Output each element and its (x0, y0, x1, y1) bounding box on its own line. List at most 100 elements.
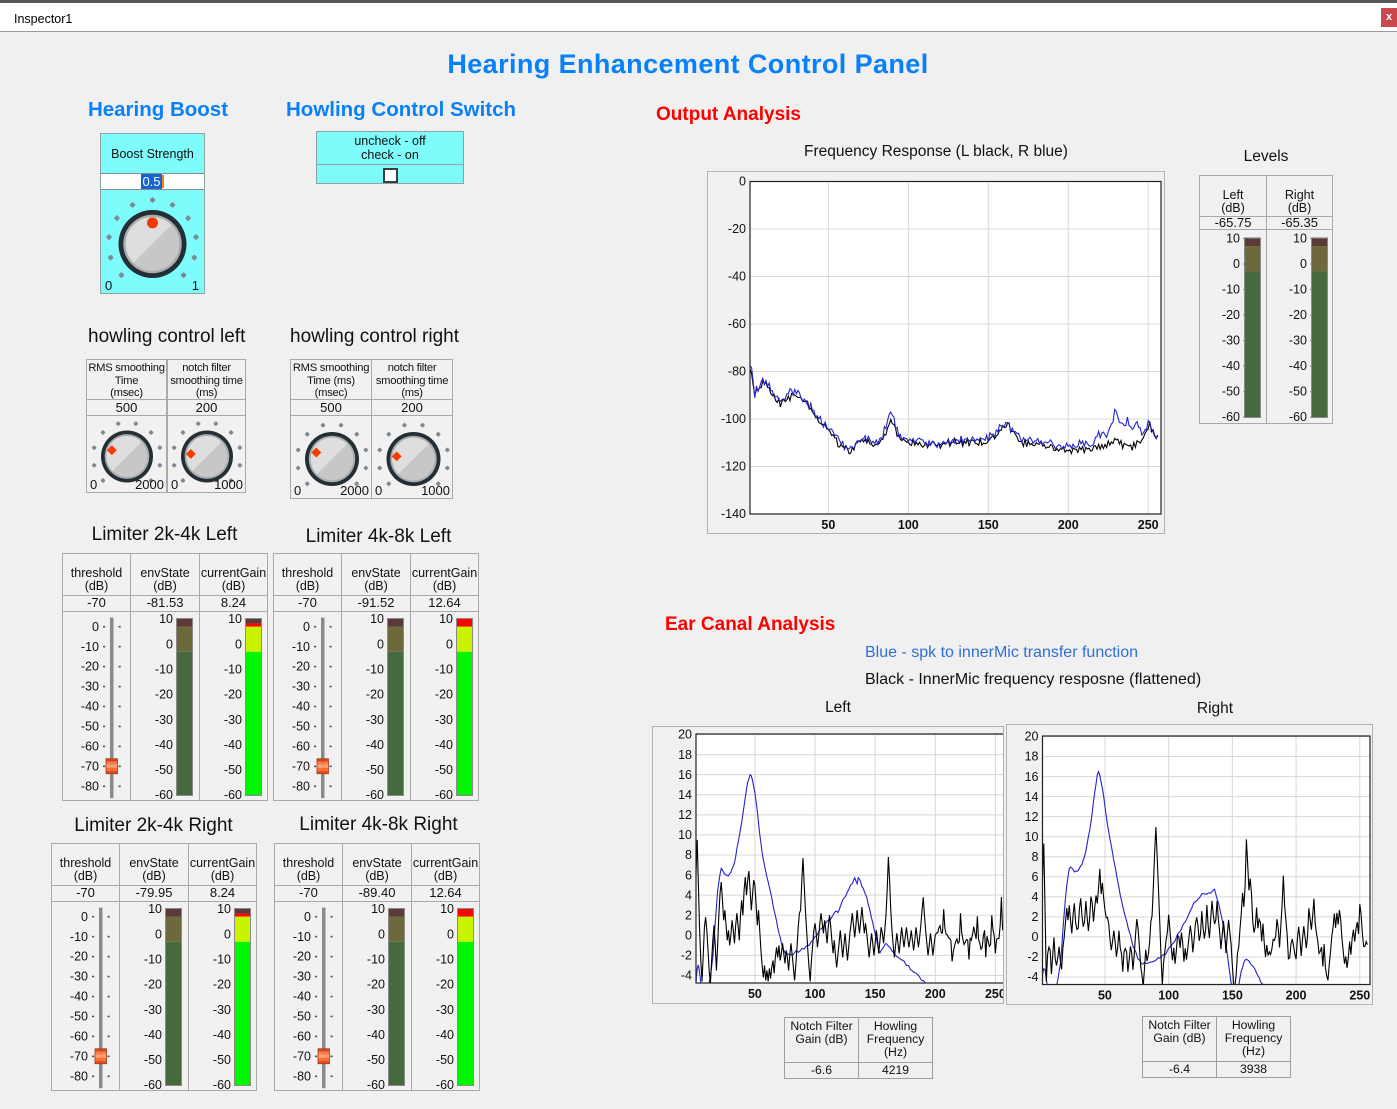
svg-text:-30: -30 (435, 713, 453, 727)
boost-strength-knob[interactable] (101, 190, 204, 293)
envstate-meter: 10 0 -10 -20 -30 -40 -50 -60 (367, 902, 405, 1091)
limiter-4k-8k-left-cluster: threshold (dB) -70 0 -10 -20 -30 -40 -50 -60 -70 -8… (273, 553, 479, 801)
svg-text:-20: -20 (293, 950, 311, 964)
knob-face[interactable] (291, 416, 371, 499)
knob-value[interactable]: 200 (168, 400, 245, 416)
svg-text:10: 10 (440, 902, 454, 916)
svg-text:150: 150 (1222, 989, 1243, 1003)
threshold-slider[interactable]: 0 -10 -20 -30 -40 -50 -60 -70 -80 (63, 612, 130, 801)
svg-text:250: 250 (1138, 518, 1159, 532)
svg-text:-20: -20 (224, 688, 242, 702)
svg-text:-70: -70 (70, 1049, 88, 1063)
svg-text:-30: -30 (224, 713, 242, 727)
svg-text:-60: -60 (81, 740, 99, 754)
svg-text:-30: -30 (81, 680, 99, 694)
svg-text:-50: -50 (293, 1010, 311, 1024)
svg-text:-60: -60 (224, 788, 242, 801)
knob-value[interactable]: 500 (87, 400, 166, 416)
svg-text:-10: -10 (81, 640, 99, 654)
svg-text:-50: -50 (366, 763, 384, 777)
threshold-slider-handle[interactable] (105, 758, 118, 775)
svg-text:-10: -10 (367, 952, 385, 966)
column-value: 8.24 (189, 886, 256, 902)
column-value: 8.24 (200, 596, 267, 612)
threshold-slider-handle[interactable] (317, 1048, 330, 1065)
notch-table: Notch Filter Gain (dB) Howling Frequency (Hz… (784, 1017, 933, 1079)
knob-face[interactable] (87, 416, 166, 493)
svg-text:-30: -30 (144, 1003, 162, 1017)
close-button[interactable]: x (1381, 8, 1397, 27)
svg-text:-20: -20 (155, 688, 173, 702)
knob-value[interactable]: 200 (372, 400, 452, 416)
column-value: 12.64 (411, 596, 478, 612)
svg-text:-50: -50 (436, 1053, 454, 1067)
svg-text:250: 250 (1349, 989, 1370, 1003)
knob-box-rms-smoothing: RMS smoothing Time (ms) (msec) 500 0 2000 (290, 359, 372, 499)
svg-text:-40: -40 (435, 738, 453, 752)
levels-heading: Levels (1243, 148, 1289, 165)
limiter-column-currentgain: currentGain (dB) 12.64 10 0 -10 -20 -30 -40 -50 -6… (411, 843, 480, 1091)
column-value[interactable]: -70 (275, 886, 342, 902)
svg-text:14: 14 (1025, 790, 1039, 804)
knob-max-label: 1000 (214, 477, 243, 492)
svg-text:-140: -140 (721, 507, 746, 521)
column-header: threshold (dB) (274, 554, 341, 596)
ear-canal-legend-black: Black - InnerMic frequency resposne (fla… (865, 671, 1202, 688)
howling-control-checkbox[interactable] (383, 168, 398, 183)
svg-text:-60: -60 (155, 788, 173, 801)
svg-text:150: 150 (978, 518, 999, 532)
notch-filter-table-right: Notch Filter Gain (dB) Howling Frequency (Hz… (1142, 1016, 1291, 1078)
knob-dial[interactable] (291, 416, 371, 499)
threshold-slider-handle[interactable] (316, 758, 329, 775)
column-header: threshold (dB) (63, 554, 130, 596)
threshold-slider-handle[interactable] (94, 1048, 107, 1065)
column-value[interactable]: -70 (274, 596, 341, 612)
knob-face[interactable] (372, 416, 452, 499)
svg-text:0: 0 (447, 927, 454, 941)
svg-text:-60: -60 (1289, 410, 1307, 424)
knob-face[interactable] (168, 416, 245, 493)
svg-text:-60: -60 (293, 1030, 311, 1044)
knob-dial[interactable] (87, 416, 166, 493)
svg-text:-60: -60 (144, 1078, 162, 1091)
boost-knob-max-label: 1 (191, 278, 199, 293)
svg-text:-80: -80 (728, 365, 746, 379)
svg-text:-20: -20 (436, 978, 454, 992)
svg-text:-20: -20 (81, 660, 99, 674)
limiter-column-threshold: threshold (dB) -70 0 -10 -20 -30 -40 -50 -60 -70 -8… (273, 553, 342, 801)
ear-canal-right-chart[interactable]: 20 18 16 14 12 10 8 6 4 2 0 -2 -4 50 100 150 200 250 (1006, 724, 1373, 1005)
svg-text:-70: -70 (293, 1049, 311, 1063)
threshold-slider[interactable]: 0 -10 -20 -30 -40 -50 -60 -70 -80 (52, 902, 119, 1091)
threshold-slider[interactable]: 0 -10 -20 -30 -40 -50 -60 -70 -80 (274, 612, 341, 801)
svg-text:150: 150 (865, 987, 886, 1001)
column-value[interactable]: -70 (63, 596, 130, 612)
knob-dial[interactable] (372, 416, 452, 499)
background-window-edge (0, 0, 1397, 3)
svg-text:10: 10 (1226, 232, 1240, 246)
knob-dial[interactable] (168, 416, 245, 493)
svg-text:-20: -20 (292, 660, 310, 674)
howling-control-right-heading: howling control right (290, 326, 459, 347)
column-value[interactable]: -70 (52, 886, 119, 902)
threshold-slider[interactable]: 0 -10 -20 -30 -40 -50 -60 -70 -80 (275, 902, 342, 1091)
svg-text:16: 16 (678, 768, 692, 782)
svg-text:-60: -60 (70, 1030, 88, 1044)
svg-text:-50: -50 (81, 720, 99, 734)
svg-text:-20: -20 (213, 978, 231, 992)
svg-text:14: 14 (678, 788, 692, 802)
column-header: currentGain (dB) (189, 844, 256, 886)
svg-text:8: 8 (685, 848, 692, 862)
svg-text:0: 0 (155, 927, 162, 941)
knob-header: notch filter smoothing time (ms) (168, 360, 245, 400)
svg-text:-20: -20 (366, 688, 384, 702)
knob-value[interactable]: 500 (291, 400, 371, 416)
level-meter-header: Right (dB) (1267, 176, 1332, 217)
boost-strength-input[interactable]: 0.5 (101, 173, 204, 190)
howling-control-switch-heading: Howling Control Switch (286, 98, 517, 121)
frequency-response-chart[interactable]: 0 -20 -40 -60 -80 -100 -120 -140 50 100 150 200 250 (707, 171, 1165, 534)
svg-text:-50: -50 (155, 763, 173, 777)
switch-caption-line1: uncheck - off (354, 134, 426, 148)
